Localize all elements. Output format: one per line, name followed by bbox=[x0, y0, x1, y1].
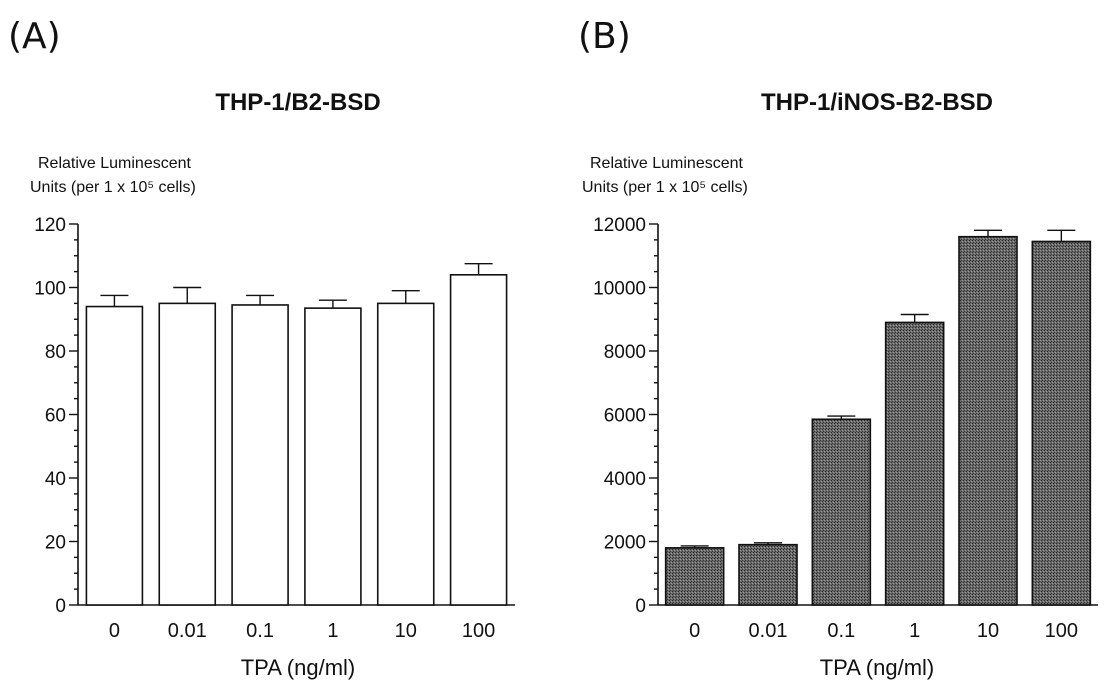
bar-b-2 bbox=[811, 418, 872, 606]
y-tick-label-b: 4000 bbox=[604, 469, 646, 490]
bar-a-2 bbox=[231, 304, 289, 606]
x-tick-label-a: 10 bbox=[395, 620, 417, 642]
bar-b-5 bbox=[1031, 240, 1092, 606]
bar-b-0 bbox=[664, 547, 725, 606]
x-axis-label-b: TPA (ng/ml) bbox=[820, 655, 935, 680]
x-tick-label-b: 100 bbox=[1045, 620, 1078, 642]
bar-a-0 bbox=[85, 305, 144, 606]
bar-a-4 bbox=[376, 302, 435, 606]
y-tick-label-a: 120 bbox=[34, 215, 66, 236]
y-axis-label-a-line1: Relative Luminescent bbox=[38, 155, 192, 172]
plot-area-b: 0 2000 4000 6000 8000 10000 12000 0 0.01 0.1 1 10 10… bbox=[593, 215, 1098, 642]
y-tick-label-b: 2000 bbox=[604, 533, 646, 554]
y-tick-label-a: 60 bbox=[45, 406, 66, 427]
bar-b-3 bbox=[884, 321, 945, 606]
x-tick-label-a: 0.1 bbox=[246, 620, 274, 642]
bar-a-3 bbox=[304, 307, 362, 606]
y-axis-label-b-line2: Units (per 1 x 10⁵ cells) bbox=[582, 179, 748, 196]
y-tick-label-b: 10000 bbox=[593, 279, 646, 300]
x-tick-label-a: 0 bbox=[109, 620, 120, 642]
y-tick-label-b: 8000 bbox=[604, 342, 646, 363]
y-tick-label-a: 40 bbox=[45, 469, 66, 490]
chart-panel-b: (B) THP-1/iNOS-B2-BSD Relative Luminesce… bbox=[578, 16, 1098, 680]
y-tick-label-a: 80 bbox=[45, 342, 66, 363]
x-tick-label-a: 1 bbox=[327, 620, 338, 642]
y-tick-label-b: 6000 bbox=[604, 406, 646, 427]
y-axis-label-a-line2: Units (per 1 x 10⁵ cells) bbox=[30, 179, 196, 196]
bar-a-5 bbox=[449, 273, 508, 606]
bar-a-1 bbox=[158, 302, 217, 606]
x-axis-label-a: TPA (ng/ml) bbox=[241, 655, 356, 680]
y-tick-label-b: 0 bbox=[635, 596, 646, 617]
bar-b-4 bbox=[958, 235, 1018, 606]
x-tick-label-a: 0.01 bbox=[168, 620, 207, 642]
x-tick-label-b: 0 bbox=[689, 620, 700, 642]
y-tick-label-b: 12000 bbox=[593, 215, 646, 236]
y-axis-label-b-line1: Relative Luminescent bbox=[590, 155, 744, 172]
x-tick-label-b: 0.1 bbox=[827, 620, 855, 642]
y-tick-label-a: 20 bbox=[45, 533, 66, 554]
x-tick-label-b: 1 bbox=[909, 620, 920, 642]
chart-panel-a: (A) THP-1/B2-BSD Relative Luminescent Un… bbox=[8, 16, 515, 680]
bar-b-1 bbox=[738, 543, 798, 606]
chart-title-b: THP-1/iNOS-B2-BSD bbox=[761, 89, 993, 116]
x-tick-label-b: 0.01 bbox=[749, 620, 788, 642]
x-tick-label-b: 10 bbox=[977, 620, 999, 642]
chart-title-a: THP-1/B2-BSD bbox=[215, 89, 380, 116]
y-tick-label-a: 0 bbox=[55, 596, 66, 617]
plot-area-a: 0 20 40 60 80 100 120 0 0.01 0.1 1 10 100 bbox=[34, 215, 515, 642]
y-tick-label-a: 100 bbox=[34, 279, 66, 300]
panel-label-b: (B) bbox=[578, 16, 631, 57]
x-tick-label-a: 100 bbox=[462, 620, 495, 642]
panel-label-a: (A) bbox=[8, 16, 61, 57]
